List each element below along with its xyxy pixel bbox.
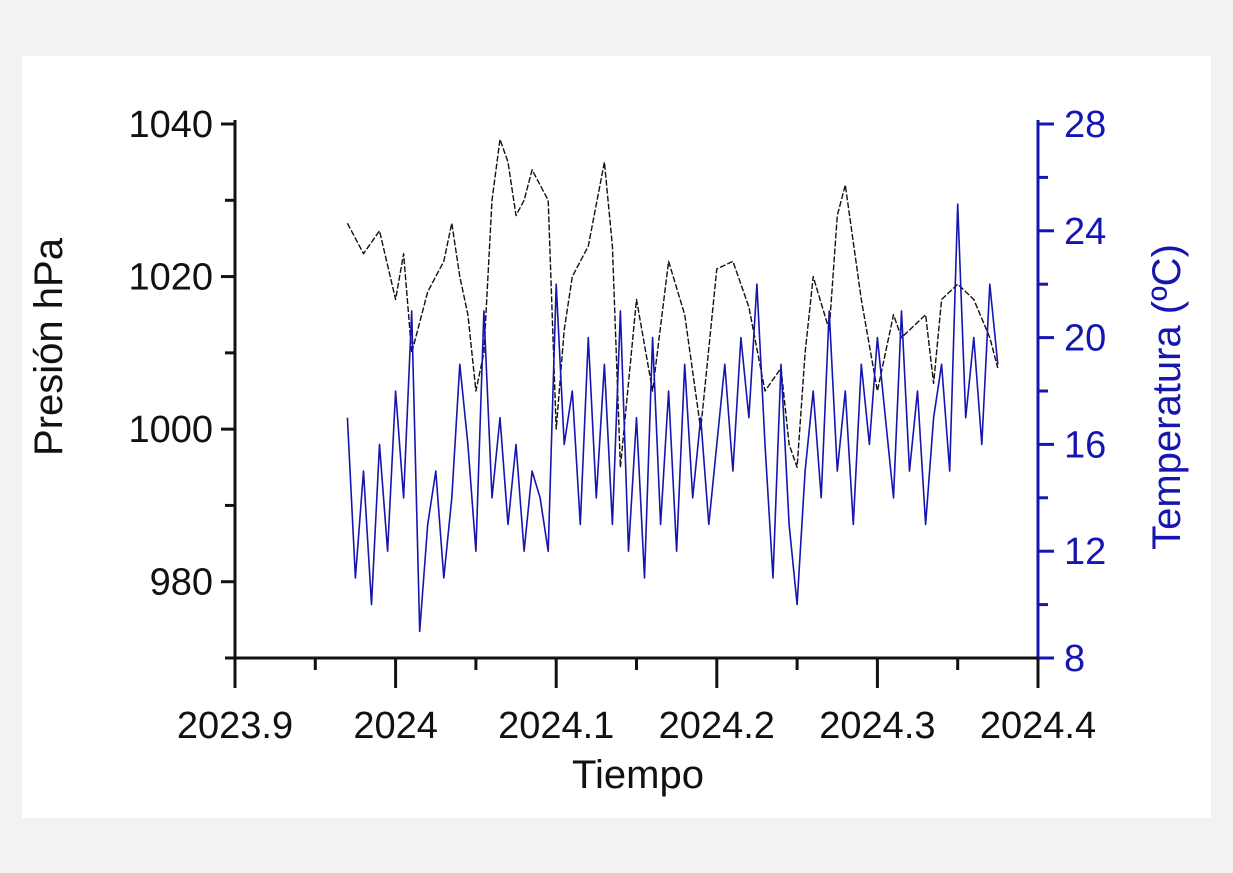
x-tick-label: 2023.9 bbox=[177, 705, 293, 747]
right-tick-label: 20 bbox=[1064, 318, 1106, 360]
pressure-series-line bbox=[346, 138, 999, 468]
right-tick-label: 12 bbox=[1064, 531, 1106, 573]
x-axis-ticks: 2023.9 2024 2024.1 2024.2 2024.3 2024.4 bbox=[177, 658, 1096, 747]
chart-card: 980 1000 1020 1040 8 12 16 20 24 28 2023.9 2024 20… bbox=[22, 56, 1211, 818]
x-tick-label: 2024 bbox=[353, 705, 438, 747]
right-tick-label: 24 bbox=[1064, 211, 1106, 253]
right-y-axis-ticks: 8 12 16 20 24 28 bbox=[1038, 104, 1106, 680]
x-tick-label: 2024.2 bbox=[659, 705, 775, 747]
temperature-series-line bbox=[346, 203, 999, 633]
left-tick-label: 1020 bbox=[128, 257, 213, 299]
left-tick-label: 980 bbox=[150, 562, 213, 604]
x-axis-title: Tiempo bbox=[572, 753, 704, 797]
left-y-axis-ticks: 980 1000 1020 1040 bbox=[128, 104, 235, 660]
right-y-axis-title: Temperatura (ºC) bbox=[1145, 244, 1189, 550]
right-tick-label: 28 bbox=[1064, 104, 1106, 146]
x-tick-label: 2024.3 bbox=[819, 705, 935, 747]
left-tick-label: 1000 bbox=[128, 409, 213, 451]
plot-area bbox=[346, 138, 999, 633]
right-tick-label: 8 bbox=[1064, 638, 1085, 680]
x-tick-label: 2024.4 bbox=[980, 705, 1096, 747]
x-tick-label: 2024.1 bbox=[498, 705, 614, 747]
right-tick-label: 16 bbox=[1064, 424, 1106, 466]
left-tick-label: 1040 bbox=[128, 104, 213, 146]
left-y-axis-title: Presión hPa bbox=[27, 237, 71, 456]
